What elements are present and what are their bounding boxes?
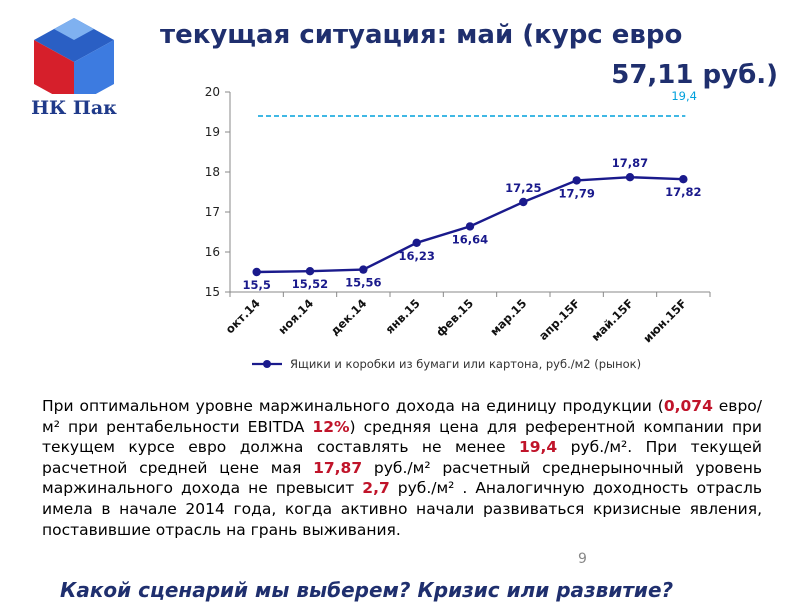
y-tick-label: 18: [205, 165, 220, 179]
x-tick-label: апр.15F: [536, 296, 583, 343]
x-tick-label: июн.15F: [640, 296, 689, 345]
text-part: руб./м² . Аналогичную доходность отрасль…: [42, 479, 762, 539]
data-label: 17,87: [612, 156, 648, 170]
price-chart: 15 16 17 18 19 20 окт.14 ноя.14 дек.14 янв.15 фев.…: [190, 80, 730, 380]
title-line-2: 57,11 руб.): [611, 60, 778, 90]
page-title: текущая ситуация: май (курс евро 57,11 р…: [158, 16, 778, 94]
margin-value: 0,074: [663, 397, 713, 415]
description-paragraph: При оптимальном уровне маржинального дох…: [42, 396, 762, 540]
data-point: [625, 173, 635, 182]
text-part: При оптимальном уровне маржинального дох…: [42, 397, 664, 415]
y-tick-label: 19: [205, 125, 220, 139]
text-part: руб./м² расчетный среднерыночный уровень…: [42, 458, 762, 498]
x-tick-label: дек.14: [328, 296, 370, 338]
y-tick-label: 16: [205, 245, 220, 259]
x-tick-label: май.15F: [588, 296, 636, 344]
x-tick-label: мар.15: [487, 296, 529, 338]
data-label: 16,64: [452, 232, 488, 246]
bottom-question: Какой сценарий мы выберем? Кризис или ра…: [60, 578, 674, 602]
reference-label: 19,4: [671, 89, 697, 103]
legend-marker: [263, 360, 271, 368]
data-label: 15,52: [292, 277, 328, 291]
data-point: [679, 175, 688, 184]
title-line-1: текущая ситуация: май (курс евро: [160, 20, 683, 50]
data-label: 15,56: [345, 276, 381, 290]
data-label: 17,79: [558, 186, 594, 200]
target-price-value: 19,4: [518, 438, 558, 457]
x-tick-label: фев.15: [433, 296, 476, 339]
x-tick-label: окт.14: [223, 296, 263, 336]
data-label: 16,23: [398, 249, 434, 263]
data-point: [519, 197, 528, 207]
y-tick-label: 15: [205, 285, 220, 299]
y-tick-label: 20: [205, 85, 220, 99]
data-label: 17,82: [665, 185, 701, 199]
data-point: [465, 222, 475, 231]
current-price-value: 17,87: [313, 458, 363, 477]
text-part: ) средняя цена для референтной компании …: [42, 417, 763, 457]
data-point: [252, 267, 261, 277]
y-tick-label: 17: [205, 205, 220, 219]
text-part: руб./м². При текущей расчетной средней ц…: [42, 438, 762, 477]
margin-income-value: 2,7: [362, 479, 390, 498]
text-part: евро/м² при рентабельности EBITDA: [42, 397, 762, 436]
legend-label: Ящики и коробки из бумаги или картона, р…: [290, 357, 641, 371]
data-point: [359, 265, 368, 274]
line-chart-svg: 15 16 17 18 19 20 окт.14 ноя.14 дек.14 янв.15 фев.…: [205, 85, 711, 371]
data-label: 17,25: [505, 181, 541, 195]
data-point: [572, 176, 581, 185]
data-point: [412, 238, 421, 247]
data-label: 15,5: [242, 278, 270, 292]
logo-text: НК Пак: [31, 97, 117, 119]
x-tick-label: ноя.14: [275, 296, 316, 337]
data-point: [305, 267, 315, 276]
page-number: 9: [578, 551, 587, 567]
company-logo: НК Пак: [22, 14, 126, 126]
x-tick-label: янв.15: [382, 296, 422, 336]
ebitda-value: 12%: [312, 417, 350, 436]
